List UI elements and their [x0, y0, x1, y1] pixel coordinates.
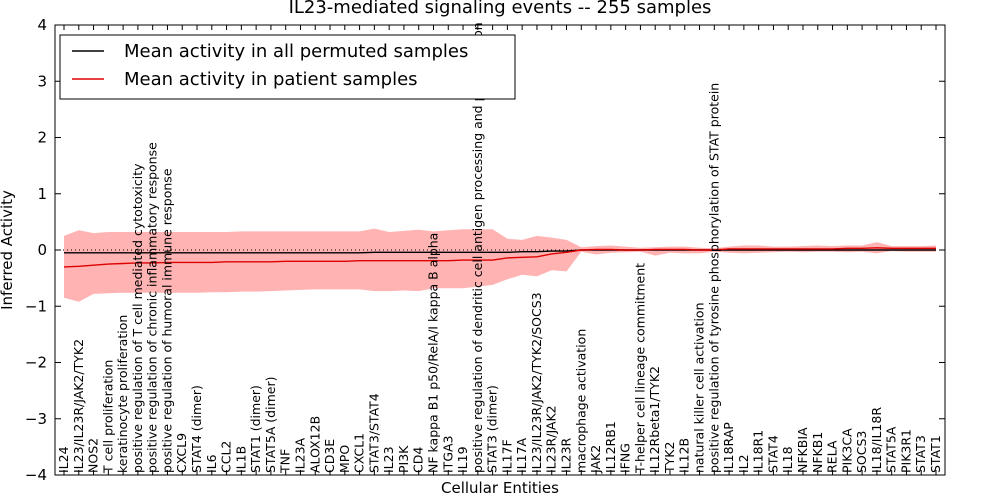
y-tick-label: 2 — [37, 129, 47, 147]
category-label: STAT5A — [884, 426, 899, 473]
legend: Mean activity in all permuted samples Me… — [59, 34, 516, 100]
category-label: IL23A — [293, 437, 308, 473]
series-line-patient — [63, 247, 936, 268]
category-label: ALOX12B — [307, 416, 322, 473]
category-label: NFKBIA — [795, 427, 810, 473]
category-label: IL23 — [381, 446, 396, 473]
category-label: IL6 — [204, 454, 219, 473]
category-label: IL23R/JAK2 — [544, 405, 559, 473]
y-tick-label: 0 — [37, 241, 47, 259]
category-label: IL24 — [56, 446, 71, 473]
y-tick-label: 1 — [37, 185, 47, 203]
category-label: STAT4 — [765, 435, 780, 473]
y-axis-label: Inferred Activity — [0, 190, 16, 310]
category-label: IL2 — [736, 454, 751, 473]
category-label: RELA — [825, 440, 840, 473]
y-tick-label: −3 — [25, 410, 47, 428]
y-tick-label: −1 — [25, 297, 47, 315]
category-label: IL12Rbeta1/TYK2 — [647, 366, 662, 473]
category-label: IL18 — [780, 446, 795, 473]
category-label: NFKB1 — [810, 432, 825, 473]
category-label: NOS2 — [86, 438, 101, 473]
category-label: STAT3/STAT4 — [366, 393, 381, 473]
legend-label-permuted: Mean activity in all permuted samples — [124, 41, 468, 62]
category-label: keratinocyte proliferation — [115, 315, 130, 473]
category-label: PIK3R1 — [898, 429, 913, 473]
category-label: IL12B — [677, 438, 692, 473]
y-tick-label: 4 — [37, 16, 47, 34]
category-label: IFNG — [618, 443, 633, 473]
category-label: CXCL1 — [352, 433, 367, 473]
chart-title: IL23-mediated signaling events -- 255 sa… — [289, 0, 712, 18]
x-axis-label: Cellular Entities — [441, 479, 559, 497]
category-label: SOCS3 — [854, 431, 869, 473]
category-label: TNF — [278, 449, 293, 474]
category-label: T cell proliferation — [100, 360, 115, 474]
category-label: IL23/IL23R/JAK2/TYK2/SOCS3 — [529, 292, 544, 473]
category-label: CD4 — [411, 447, 426, 473]
category-label: positive regulation of humoral immune re… — [160, 168, 175, 473]
category-label: STAT3 (dimer) — [485, 385, 500, 473]
category-label: IL18RAP — [721, 422, 736, 473]
category-label: IL17A — [514, 437, 529, 473]
category-label: NF kappa B1 p50/RelA/I kappa B alpha — [426, 233, 441, 473]
category-label: ITGA3 — [440, 435, 455, 473]
y-tick-label: 3 — [37, 72, 47, 90]
category-label: IL23R — [559, 437, 574, 473]
category-label: JAK2 — [588, 445, 603, 474]
category-label: MPO — [337, 445, 352, 473]
category-label: positive regulation of dendritic cell an… — [470, 22, 485, 473]
patient-spread-band — [64, 228, 936, 302]
category-label: IL17F — [499, 439, 514, 473]
category-label: STAT3 — [913, 435, 928, 473]
category-label: TYK2 — [662, 442, 677, 474]
category-label: STAT1 (dimer) — [248, 385, 263, 473]
category-label: IL19 — [455, 446, 470, 473]
category-label: T-helper cell lineage commitment — [632, 263, 647, 474]
category-label: PI3K — [396, 445, 411, 473]
category-label: IL18/IL18R — [869, 407, 884, 473]
plot-frame — [54, 24, 946, 476]
category-label: IL18R1 — [751, 430, 766, 473]
category-label: positive regulation of T cell mediated c… — [130, 163, 145, 473]
category-label: positive regulation of chronic inflammat… — [145, 142, 160, 473]
category-label: IL1B — [233, 446, 248, 473]
category-label: macrophage activation — [573, 329, 588, 473]
category-label: PIK3CA — [839, 428, 854, 473]
category-label: STAT4 (dimer) — [189, 385, 204, 473]
category-label: natural killer cell activation — [692, 302, 707, 473]
category-label: IL23/IL23R/JAK2/TYK2 — [71, 339, 86, 473]
category-label: CXCL9 — [174, 433, 189, 473]
legend-box — [59, 34, 516, 100]
plot-area: −4 −3 −2 −1 0 1 2 3 4 IL24 IL23/IL23R/JAK2/TYK2 NOS… — [25, 16, 946, 484]
y-tick-label: −4 — [25, 466, 47, 484]
y-tick-label: −2 — [25, 354, 47, 372]
category-label: CCL2 — [219, 441, 234, 473]
category-label: STAT1 — [928, 435, 943, 473]
category-label: CD3E — [322, 439, 337, 473]
category-label: IL12RB1 — [603, 421, 618, 473]
category-label: positive regulation of tyrosine phosphor… — [706, 83, 721, 473]
series-line-permuted — [64, 249, 936, 254]
category-label: STAT5A (dimer) — [263, 377, 278, 473]
legend-label-patient: Mean activity in patient samples — [124, 69, 418, 90]
